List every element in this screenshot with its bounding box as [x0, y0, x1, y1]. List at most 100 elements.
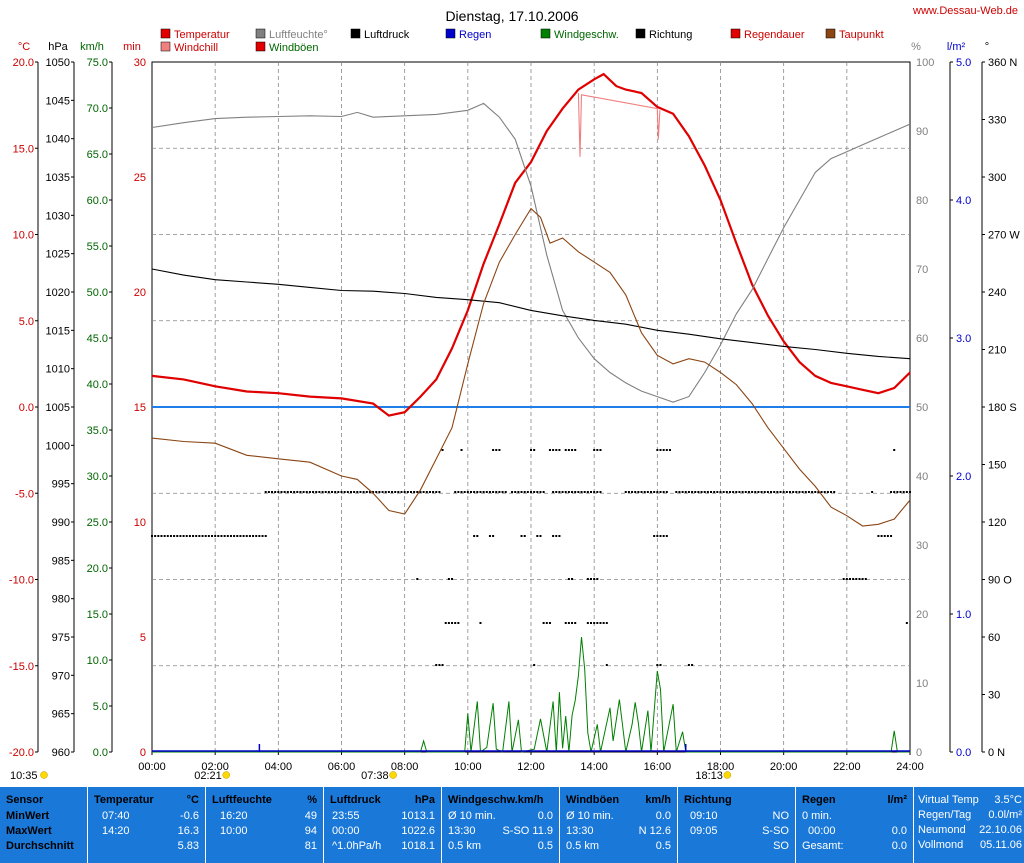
wind-tick-label: 0.0 [93, 747, 108, 759]
rain-tick-label: 0.0 [956, 747, 971, 759]
direction-point [416, 491, 419, 493]
direction-point [552, 491, 555, 493]
legend-label: Windchill [174, 42, 218, 54]
direction-point [571, 491, 574, 493]
direction-point [312, 491, 315, 493]
direction-tick-label: 90 O [988, 575, 1012, 587]
direction-point [558, 491, 561, 493]
legend-swatch [255, 41, 266, 52]
direction-point [697, 491, 700, 493]
direction-point [871, 491, 874, 493]
direction-point [665, 535, 668, 537]
x-tick-label: 18:00 [707, 761, 735, 773]
pressure-tick-label: 1030 [46, 210, 70, 222]
direction-point [188, 535, 191, 537]
rain-tick-label: 2.0 [956, 471, 971, 483]
hum-min-time: 16:20 [220, 810, 248, 822]
direction-point [447, 578, 450, 580]
rain-duration-tick-label: 20 [134, 287, 146, 299]
direction-point [223, 535, 226, 537]
direction-point [375, 491, 378, 493]
direction-point [514, 491, 517, 493]
legend-label: Richtung [649, 29, 692, 41]
x-tick-label: 16:00 [644, 761, 672, 773]
panel-extra: Virtual Temp 3.5°C Regen/Tag 0.0l/m² Neu… [914, 787, 1024, 863]
direction-point [460, 449, 463, 451]
direction-point [248, 535, 251, 537]
direction-point [264, 491, 267, 493]
direction-point [482, 491, 485, 493]
direction-point [533, 449, 536, 451]
direction-tick-label: 30 [988, 690, 1000, 702]
direction-point [397, 491, 400, 493]
direction-point [498, 449, 501, 451]
direction-point [337, 491, 340, 493]
direction-point [286, 491, 289, 493]
direction-point [580, 491, 583, 493]
pressure-tick-label: 985 [52, 555, 70, 567]
sun-marker-icon [222, 771, 230, 779]
direction-point [492, 449, 495, 451]
direction-point [653, 535, 656, 537]
direction-point [681, 491, 684, 493]
direction-point [245, 535, 248, 537]
direction-point [195, 535, 198, 537]
sun-marker-label: 18:13 [695, 770, 723, 782]
direction-point [605, 664, 608, 666]
site-link[interactable]: www.Dessau-Web.de [913, 5, 1018, 17]
direction-point [564, 449, 567, 451]
direction-point [574, 449, 577, 451]
x-tick-label: 08:00 [391, 761, 419, 773]
direction-point [687, 491, 690, 493]
direction-point [593, 449, 596, 451]
humidity-tick-label: 40 [916, 471, 928, 483]
direction-point [842, 578, 845, 580]
direction-point [501, 491, 504, 493]
direction-point [252, 535, 255, 537]
wind-tick-label: 15.0 [87, 609, 108, 621]
dir-row1-time: 09:10 [690, 810, 718, 822]
direction-point [542, 491, 545, 493]
pressure-tick-label: 1015 [46, 325, 70, 337]
direction-point [255, 535, 258, 537]
temp-tick-label: 10.0 [13, 230, 34, 242]
direction-point [438, 664, 441, 666]
humidity-tick-label: 50 [916, 402, 928, 414]
direction-point [198, 535, 201, 537]
direction-point [151, 535, 153, 537]
direction-point [381, 491, 384, 493]
humidity-tick-label: 100 [916, 57, 934, 69]
gust-max-value: N 12.6 [638, 825, 671, 837]
x-tick-label: 02:00 [201, 761, 229, 773]
direction-point [274, 491, 277, 493]
wind-tick-label: 35.0 [87, 425, 108, 437]
x-tick-label: 06:00 [328, 761, 356, 773]
wind-tick-label: 75.0 [87, 57, 108, 69]
legend-label: Luftfeuchte° [269, 29, 328, 41]
direction-point [545, 622, 548, 624]
hum-min-value: 49 [304, 810, 317, 822]
rain-total-label: Gesamt: [802, 840, 844, 852]
legend-swatch [350, 28, 361, 39]
direction-point [735, 491, 738, 493]
direction-point [394, 491, 397, 493]
direction-point [659, 491, 662, 493]
direction-point [324, 491, 327, 493]
gust-avg-value: 0.0 [655, 810, 671, 822]
direction-point [447, 622, 450, 624]
direction-point [343, 491, 346, 493]
press-avg-value: 1018.1 [401, 840, 435, 852]
direction-point [302, 491, 305, 493]
dir-row1-value: NO [772, 810, 790, 822]
direction-point [419, 491, 422, 493]
direction-point [479, 491, 482, 493]
direction-point [747, 491, 750, 493]
direction-point [744, 491, 747, 493]
direction-point [905, 622, 908, 624]
direction-point [886, 535, 889, 537]
direction-point [552, 535, 555, 537]
direction-point [387, 491, 390, 493]
direction-point [280, 491, 283, 493]
direction-point [782, 491, 785, 493]
